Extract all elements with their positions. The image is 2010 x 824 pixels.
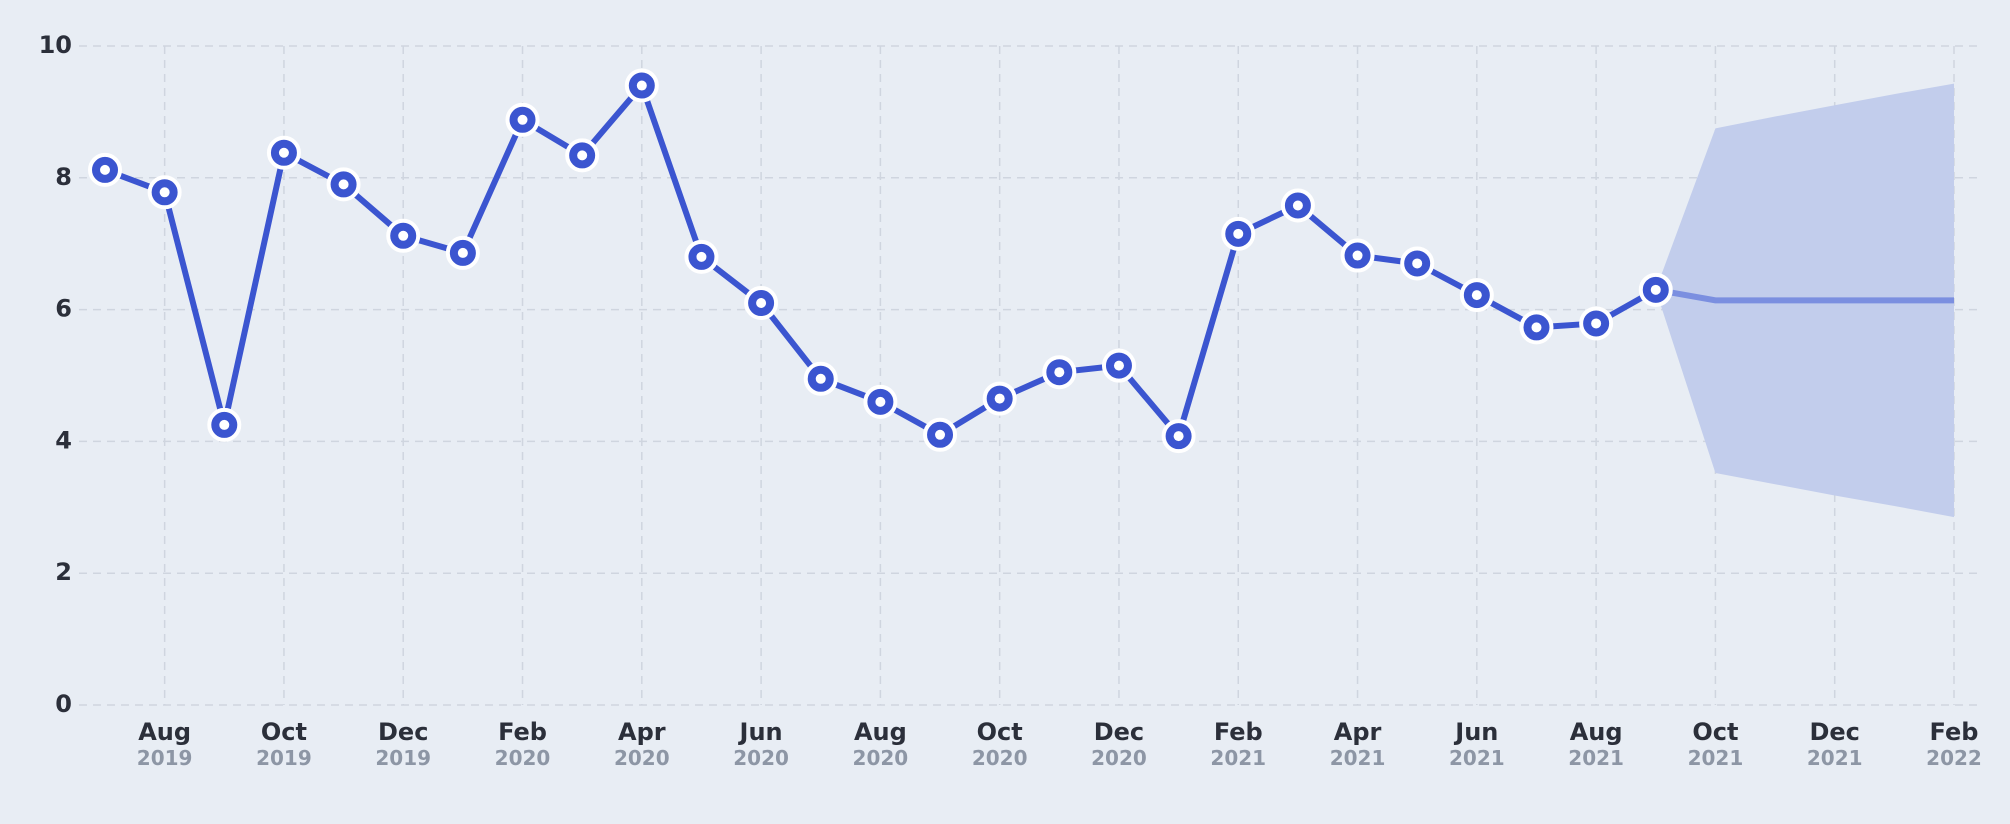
x-tick-label: Dec xyxy=(1809,718,1859,746)
x-tick-year: 2022 xyxy=(1926,746,1982,770)
point-center xyxy=(756,298,767,309)
point-center xyxy=(1113,360,1124,371)
x-tick-label: Dec xyxy=(378,718,428,746)
y-tick-label: 0 xyxy=(55,690,72,718)
x-tick-label: Jun xyxy=(738,718,783,746)
point-center xyxy=(935,429,946,440)
x-tick-year: 2019 xyxy=(375,746,431,770)
x-tick-label: Oct xyxy=(1692,718,1738,746)
x-tick-year: 2021 xyxy=(1688,746,1744,770)
x-tick-label: Feb xyxy=(1930,718,1979,746)
x-tick-label: Apr xyxy=(1334,718,1382,746)
point-center xyxy=(278,147,289,158)
point-center xyxy=(577,150,588,161)
point-center xyxy=(1233,228,1244,239)
point-center xyxy=(1054,367,1065,378)
forecast-line xyxy=(1655,286,1954,304)
x-tick-label: Aug xyxy=(138,718,191,746)
x-tick-label: Aug xyxy=(854,718,907,746)
point-center xyxy=(815,373,826,384)
point-center xyxy=(159,187,170,198)
point-center xyxy=(100,164,110,175)
x-tick-year: 2020 xyxy=(733,746,789,770)
point-center xyxy=(1531,322,1542,333)
x-tick-year: 2020 xyxy=(853,746,909,770)
point-center xyxy=(1650,284,1661,295)
x-tick-year: 2019 xyxy=(137,746,193,770)
x-tick-year: 2019 xyxy=(256,746,312,770)
x-tick-year: 2021 xyxy=(1210,746,1266,770)
x-tick-year: 2020 xyxy=(972,746,1028,770)
x-tick-label: Oct xyxy=(977,718,1023,746)
y-tick-label: 6 xyxy=(55,295,72,323)
point-center xyxy=(1173,431,1184,442)
point-center xyxy=(875,396,886,407)
x-tick-label: Feb xyxy=(498,718,547,746)
y-tick-label: 4 xyxy=(55,426,72,454)
x-tick-year: 2021 xyxy=(1449,746,1505,770)
point-center xyxy=(1591,318,1602,329)
point-center xyxy=(1352,250,1363,261)
y-tick-label: 2 xyxy=(55,558,72,586)
x-tick-label: Oct xyxy=(261,718,307,746)
x-tick-label: Jun xyxy=(1453,718,1498,746)
point-center xyxy=(1412,258,1423,269)
point-center xyxy=(1471,290,1482,301)
x-tick-year: 2021 xyxy=(1330,746,1386,770)
x-tick-year: 2020 xyxy=(614,746,670,770)
x-tick-label: Aug xyxy=(1570,718,1623,746)
x-tick-year: 2021 xyxy=(1807,746,1863,770)
point-center xyxy=(398,230,409,241)
point-center xyxy=(1292,200,1303,211)
point-center xyxy=(338,179,349,190)
x-tick-label: Feb xyxy=(1214,718,1263,746)
x-tick-year: 2020 xyxy=(1091,746,1147,770)
x-tick-label: Dec xyxy=(1094,718,1144,746)
point-center xyxy=(636,80,647,91)
point-center xyxy=(994,393,1005,404)
x-tick-year: 2021 xyxy=(1568,746,1624,770)
x-tick-year: 2020 xyxy=(495,746,551,770)
point-center xyxy=(457,247,468,258)
point-center xyxy=(219,419,230,430)
point-center xyxy=(696,251,707,262)
point-center xyxy=(517,114,528,125)
y-tick-label: 8 xyxy=(55,163,72,191)
y-tick-label: 10 xyxy=(39,31,72,59)
x-tick-label: Apr xyxy=(618,718,666,746)
